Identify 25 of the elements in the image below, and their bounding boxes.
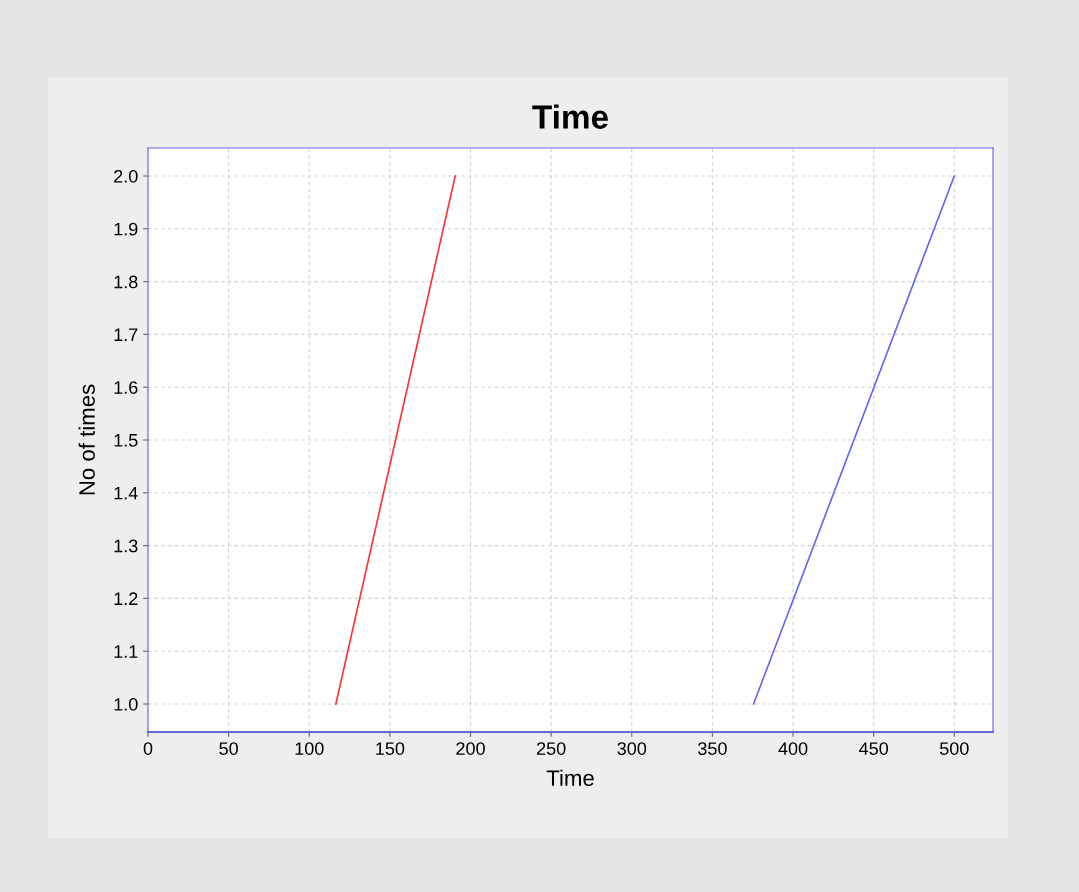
- y-tick-label: 2.0: [114, 169, 138, 183]
- x-tick-label: 200: [456, 742, 485, 755]
- y-axis-title: No of times: [78, 384, 95, 495]
- y-tick-label: 1.1: [114, 645, 138, 658]
- x-tick-label: 300: [617, 742, 647, 755]
- y-tick-label: 1.3: [114, 539, 138, 553]
- x-tick-label: 50: [219, 742, 238, 755]
- x-tick-label: 400: [778, 742, 808, 755]
- x-tick-label: 0: [143, 742, 153, 755]
- y-tick-label: 1.0: [114, 697, 138, 711]
- x-tick-label: 500: [939, 742, 969, 755]
- y-tick-label: 1.7: [114, 328, 138, 341]
- chart-title: Time: [532, 104, 608, 129]
- y-tick-label: 1.5: [114, 434, 138, 447]
- x-tick-label: 350: [698, 742, 727, 755]
- x-tick-label: 450: [859, 742, 889, 755]
- y-tick-label: 1.9: [114, 222, 138, 236]
- y-tick-label: 1.8: [114, 275, 138, 289]
- y-tick-label: 1.6: [114, 381, 138, 394]
- x-axis-title: Time: [546, 769, 594, 786]
- x-tick-label: 150: [376, 742, 405, 755]
- y-tick-label: 1.4: [114, 486, 138, 500]
- y-tick-label: 1.2: [114, 592, 138, 605]
- x-tick-label: 100: [295, 742, 324, 755]
- x-tick-label: 250: [537, 742, 566, 755]
